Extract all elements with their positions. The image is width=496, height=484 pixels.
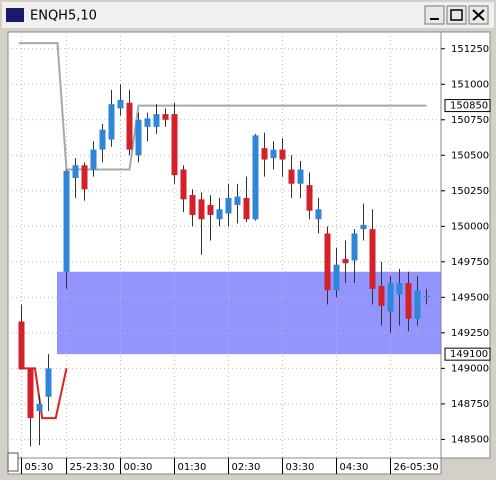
candle-body <box>63 170 70 272</box>
candle-body <box>270 149 277 159</box>
price-marker-label: 149100 <box>450 349 488 360</box>
candle-body <box>423 295 430 298</box>
candle-body <box>297 169 304 184</box>
y-tick-label: 149750 <box>451 257 489 268</box>
y-tick-label: 150750 <box>451 115 489 126</box>
y-tick-label: 149000 <box>451 363 489 374</box>
candle-body <box>306 185 313 211</box>
candle-body <box>207 205 214 215</box>
candle-body <box>198 199 205 220</box>
candle-body <box>153 114 160 127</box>
x-tick-label: 00:30 <box>124 462 153 473</box>
maximize-glyph <box>450 9 463 21</box>
y-tick-label: 148750 <box>451 399 489 410</box>
app-icon <box>6 8 24 22</box>
candle-body <box>342 258 349 264</box>
candle-body <box>45 368 52 397</box>
y-tick-label: 149250 <box>451 328 489 339</box>
candle-body <box>414 290 421 319</box>
y-tick-label: 149500 <box>451 292 489 303</box>
study-line <box>18 42 427 171</box>
x-tick-label: 03:30 <box>286 462 315 473</box>
y-tick-label: 150500 <box>451 150 489 161</box>
scroll-box[interactable] <box>7 452 19 472</box>
candle-body <box>27 368 34 419</box>
candle-body <box>243 197 250 220</box>
close-glyph <box>472 9 485 21</box>
candle-body <box>261 148 268 160</box>
minimize-button[interactable] <box>424 5 445 25</box>
candle-body <box>288 169 295 184</box>
candle-body <box>162 114 169 120</box>
candle-body <box>387 283 394 312</box>
y-tick-label: 151250 <box>451 44 489 55</box>
y-tick-label: 148500 <box>451 434 489 445</box>
candle-body <box>180 169 187 200</box>
window-title: ENQH5,10 <box>30 9 97 24</box>
candle-body <box>171 114 178 176</box>
candle-body <box>18 321 25 370</box>
candle-body <box>36 403 43 411</box>
candle-body <box>369 229 376 289</box>
candle-body <box>351 233 358 261</box>
x-tick-label: 04:30 <box>340 462 369 473</box>
zone-band <box>57 271 441 355</box>
candle-body <box>378 285 385 306</box>
candle-body <box>108 104 115 140</box>
title-bar <box>2 2 494 28</box>
maximize-button[interactable] <box>446 5 467 25</box>
candle-body <box>135 119 142 156</box>
price-axis <box>440 31 491 459</box>
candle-body <box>396 283 403 295</box>
y-tick-label: 151000 <box>451 79 489 90</box>
candle-body <box>144 118 151 127</box>
candle-body <box>126 102 133 150</box>
candle-body <box>225 197 232 214</box>
candle-body <box>216 209 223 220</box>
price-marker-box <box>444 347 491 361</box>
plot-area <box>7 31 442 459</box>
candle-body <box>90 149 97 170</box>
candle-body <box>324 233 331 291</box>
candle-body <box>252 135 259 220</box>
candle-body <box>72 165 79 179</box>
x-tick-label: 05:30 <box>25 462 54 473</box>
candle-body <box>315 209 322 220</box>
price-marker-label: 150850 <box>450 101 488 112</box>
candle-body <box>279 149 286 160</box>
candle-body <box>81 165 88 190</box>
x-tick-label: 26-05:30 <box>394 462 439 473</box>
candle-body <box>333 264 340 291</box>
price-marker-box <box>444 99 491 113</box>
x-tick-label: 25-23:30 <box>70 462 115 473</box>
candle-body <box>405 283 412 319</box>
candle-body <box>99 129 106 150</box>
y-tick-label: 150000 <box>451 221 489 232</box>
x-tick-label: 02:30 <box>232 462 261 473</box>
candle-body <box>189 195 196 215</box>
candle-body <box>360 224 367 230</box>
y-tick-label: 150250 <box>451 186 489 197</box>
candle-body <box>234 196 241 206</box>
candle-body <box>117 99 124 109</box>
x-tick-label: 01:30 <box>178 462 207 473</box>
